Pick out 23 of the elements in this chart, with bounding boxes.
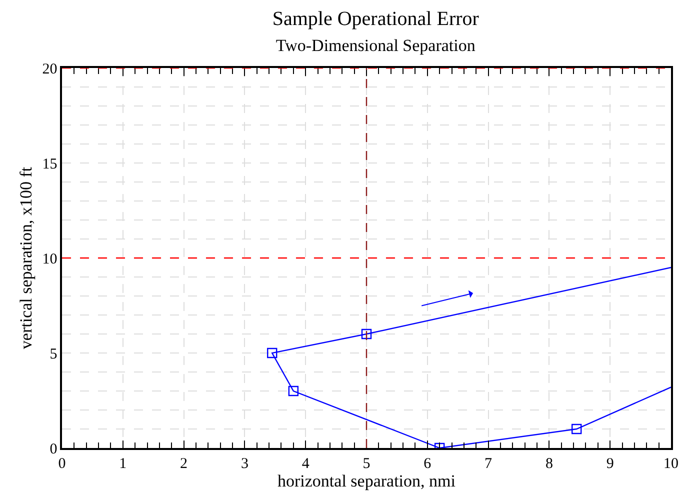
y-tick-label: 0 — [50, 441, 58, 458]
x-tick-label: 5 — [362, 456, 370, 472]
x-tick-label: 3 — [240, 456, 248, 472]
point — [572, 424, 582, 434]
point — [288, 386, 299, 396]
x-tick-label: 4 — [302, 456, 310, 472]
y-axis-title: vertical separation, x100 ft — [16, 166, 36, 350]
x-axis-title: horizontal separation, nmi — [278, 472, 456, 491]
y-tick-label: 10 — [42, 251, 58, 268]
chart-subtitle: Two-Dimensional Separation — [276, 36, 476, 55]
point — [267, 348, 278, 358]
y-tick-label: 5 — [50, 346, 58, 362]
point — [361, 328, 372, 340]
x-tick-label: 7 — [484, 456, 493, 472]
x-tick-label: 6 — [424, 456, 432, 472]
y-tick-label: 20 — [42, 61, 58, 78]
y-tick-label: 15 — [42, 156, 58, 172]
x-tick-label: 2 — [180, 456, 188, 472]
x-tick-label: 8 — [545, 456, 553, 472]
x-tick-label: 1 — [119, 456, 127, 472]
chart-title: Sample Operational Error — [272, 8, 480, 30]
x-tick-label: 10 — [664, 456, 678, 472]
x-tick-label: 9 — [606, 456, 614, 472]
